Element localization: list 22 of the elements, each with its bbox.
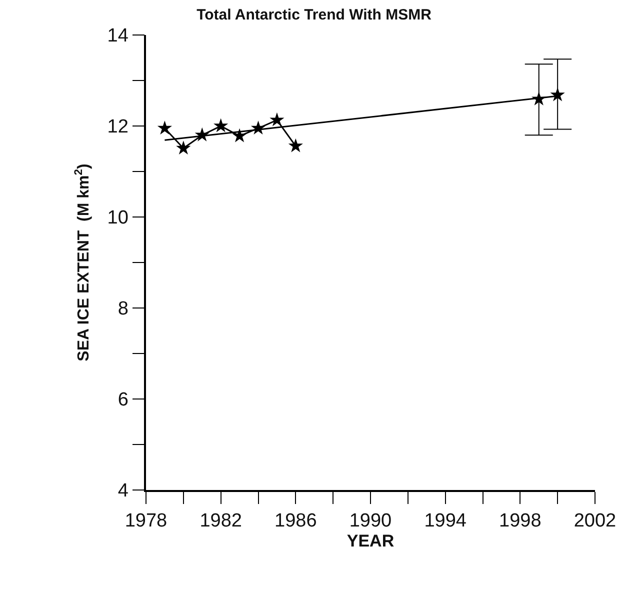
y-tick-label: 8 [118,298,128,320]
point [550,87,565,102]
x-tick-label: 1978 [124,510,168,532]
point [157,120,172,134]
point [288,138,303,152]
y-tick-label: 10 [107,208,128,229]
y-tick-label: 14 [107,26,129,47]
y-tick-label: 12 [107,116,128,138]
chart-title: Total Antarctic Trend With MSMR [196,6,432,24]
y-tick-label: 6 [118,390,128,411]
point [214,118,228,132]
x-tick-label: 1982 [200,510,242,532]
point [176,140,191,155]
x-axis-title: YEAR [346,532,394,551]
x-tick-label: 1998 [499,510,542,532]
x-tick-label: 1990 [349,510,392,532]
x-tick-label: 1986 [274,510,317,532]
point [270,112,284,126]
y-tick-label: 4 [118,480,129,502]
x-tick-label: 2002 [574,510,616,532]
point [232,128,247,142]
x-tick-label: 1994 [424,510,467,532]
